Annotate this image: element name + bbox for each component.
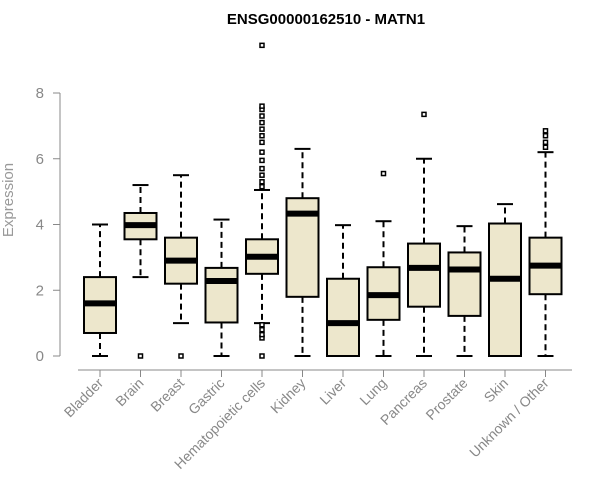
box-gastric [204,218,239,357]
outlier-point [259,126,265,132]
box-series [83,42,563,359]
box-unknown-other [528,128,563,357]
iqr-box [204,266,239,324]
y-axis-label: Expression [0,163,17,237]
outlier-point [380,170,387,177]
iqr-box [488,222,522,357]
outlier-point [259,165,265,172]
box-kidney [285,147,320,357]
outlier-point [542,139,549,146]
iqr-box [326,277,360,357]
box-bladder [83,223,117,357]
outlier-point [421,111,427,118]
x-tick-label: Kidney [267,375,309,417]
y-axis-ticks: 0 2 4 6 8 [36,85,60,365]
iqr-box [447,251,482,317]
outlier-point [259,42,265,49]
box-skin [488,203,522,357]
x-tick-label: Liver [316,375,349,408]
chart-title: ENSG00000162510 - MATN1 [227,11,425,28]
outlier-point [259,331,265,338]
outlier-point [178,353,184,359]
outlier-point [259,322,265,328]
x-tick-label: Skin [481,375,512,406]
outlier-point [259,179,265,185]
outlier-point [259,119,265,126]
box-prostate [447,225,482,357]
y-tick-label: 0 [36,348,44,365]
box-liver [326,224,360,357]
box-hematopoietic-cells [245,42,279,359]
outlier-point [259,149,265,155]
outlier-point [259,157,265,164]
x-tick-label: Bladder [61,375,107,421]
y-tick-label: 4 [36,217,44,234]
box-lung [366,170,401,357]
outlier-point [259,183,265,190]
outlier-point [259,103,265,109]
x-tick-label: Brain [112,375,146,409]
outlier-point [542,132,549,139]
outlier-point [259,326,265,333]
x-tick-label: Lung [356,375,389,408]
outlier-point [542,144,549,150]
outlier-point [259,113,265,119]
y-tick-label: 8 [36,85,44,102]
x-tick-label: Breast [147,375,187,415]
y-tick-label: 2 [36,282,44,299]
outlier-point [259,353,265,359]
outlier-point [542,128,549,134]
outlier-point [259,139,265,146]
outlier-point [259,172,265,178]
x-tick-label: Prostate [422,375,470,423]
y-tick-label: 6 [36,151,44,168]
outlier-point [137,353,144,359]
box-pancreas [407,111,441,357]
iqr-box [407,242,441,308]
box-brain [123,184,158,359]
box-breast [164,174,198,359]
outlier-point [259,132,265,139]
